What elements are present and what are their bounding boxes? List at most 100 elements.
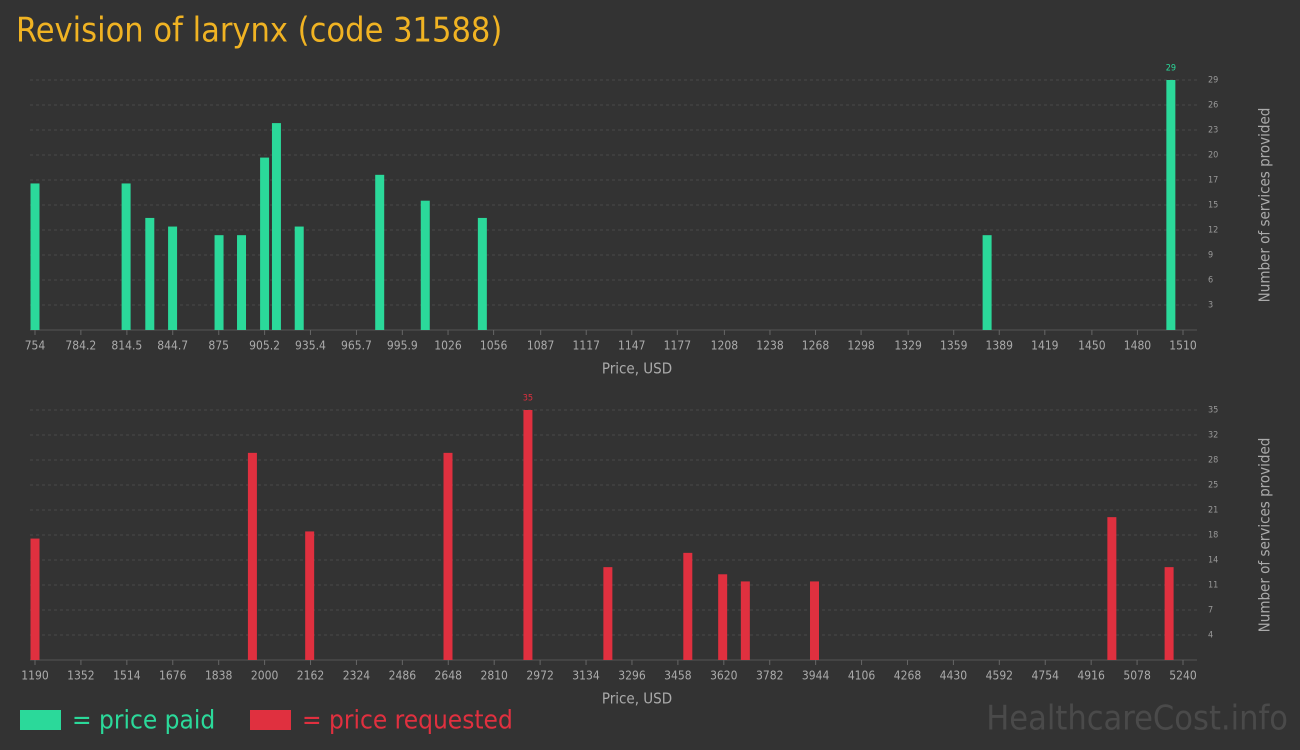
y-tick-label: 18 (1208, 531, 1218, 541)
value-label: 29 (1166, 64, 1176, 74)
bar (260, 157, 270, 330)
x-tick-label: 1480 (1124, 339, 1152, 353)
x-tick-label: 4430 (940, 669, 968, 683)
x-tick-label: 1510 (1169, 339, 1197, 353)
x-tick-label: 2162 (297, 669, 324, 683)
bar (982, 235, 992, 330)
x-tick-label: 2324 (343, 669, 371, 683)
bar (30, 538, 40, 660)
x-tick-label: 5078 (1123, 669, 1151, 683)
bar (271, 123, 281, 330)
x-tick-label: 1147 (618, 339, 645, 353)
x-tick-label: 1352 (67, 669, 94, 683)
x-tick-label: 1268 (802, 339, 830, 353)
x-tick-label: 814.5 (111, 339, 142, 353)
x-tick-label: 2486 (389, 669, 417, 683)
x-tick-label: 1056 (480, 339, 508, 353)
x-tick-label: 935.4 (295, 339, 326, 353)
y-tick-label: 20 (1208, 151, 1218, 161)
bar (247, 452, 257, 660)
x-tick-label: 1419 (1031, 339, 1059, 353)
bar (683, 552, 693, 660)
bar (443, 452, 453, 660)
watermark: HealthcareCost.info (986, 699, 1288, 739)
x-tick-label: 1329 (894, 339, 922, 353)
bar (420, 200, 430, 330)
bar (810, 581, 820, 660)
x-tick-label: 4592 (986, 669, 1013, 683)
y-tick-label: 32 (1208, 431, 1218, 441)
x-tick-label: 875 (208, 339, 229, 353)
x-tick-label: 1389 (986, 339, 1014, 353)
bar (375, 174, 385, 330)
bar (523, 410, 533, 660)
y-tick-label: 17 (1208, 176, 1218, 186)
bar (740, 581, 750, 660)
y-tick-label: 3 (1208, 301, 1213, 311)
bar (477, 217, 487, 330)
y-tick-label: 6 (1208, 276, 1213, 286)
x-tick-label: 1177 (664, 339, 691, 353)
x-tick-label: 1514 (113, 669, 141, 683)
y-tick-label: 12 (1208, 226, 1218, 236)
chart-title: Revision of larynx (code 31588) (16, 11, 502, 51)
bar (294, 226, 304, 330)
bar (121, 183, 131, 330)
bar (214, 235, 224, 330)
x-axis-label: Price, USD (602, 690, 672, 708)
x-tick-label: 965.7 (341, 339, 372, 353)
y-tick-label: 28 (1208, 456, 1218, 466)
x-tick-label: 4754 (1032, 669, 1060, 683)
x-tick-label: 1087 (527, 339, 554, 353)
x-tick-label: 3134 (572, 669, 600, 683)
y-tick-label: 9 (1208, 251, 1213, 261)
y-tick-label: 15 (1208, 201, 1218, 211)
y-tick-label: 26 (1208, 101, 1218, 111)
x-tick-label: 1117 (572, 339, 599, 353)
x-tick-label: 4106 (848, 669, 876, 683)
y-tick-label: 4 (1208, 631, 1213, 641)
x-tick-label: 1676 (159, 669, 187, 683)
x-tick-label: 1450 (1078, 339, 1106, 353)
value-label: 35 (523, 394, 533, 404)
x-tick-label: 1238 (756, 339, 784, 353)
y-tick-label: 35 (1208, 406, 1218, 416)
y-tick-label: 25 (1208, 481, 1218, 491)
y-tick-label: 7 (1208, 606, 1213, 616)
x-tick-label: 995.9 (387, 339, 418, 353)
x-tick-label: 1208 (711, 339, 739, 353)
bar (1166, 80, 1176, 330)
x-tick-label: 4916 (1077, 669, 1105, 683)
legend-swatch (250, 710, 291, 730)
x-tick-label: 3620 (710, 669, 738, 683)
x-tick-label: 1838 (205, 669, 233, 683)
y-axis-label: Number of services provided (1256, 108, 1274, 303)
bar (168, 226, 178, 330)
y-tick-label: 14 (1208, 556, 1218, 566)
legend-label: = price requested (302, 706, 513, 736)
x-tick-label: 844.7 (157, 339, 188, 353)
x-tick-label: 754 (25, 339, 46, 353)
x-tick-label: 1190 (21, 669, 49, 683)
x-tick-label: 2972 (526, 669, 553, 683)
legend-swatch (20, 710, 61, 730)
x-tick-label: 905.2 (249, 339, 280, 353)
x-tick-label: 5240 (1169, 669, 1197, 683)
bar (718, 574, 728, 660)
x-tick-label: 2648 (435, 669, 463, 683)
bar (30, 183, 40, 330)
y-axis-label: Number of services provided (1256, 438, 1274, 633)
x-tick-label: 3296 (618, 669, 646, 683)
y-tick-label: 23 (1208, 126, 1218, 136)
bar (145, 217, 155, 330)
x-tick-label: 2000 (251, 669, 279, 683)
bar (305, 531, 315, 660)
bar (1107, 517, 1117, 660)
x-tick-label: 1298 (847, 339, 875, 353)
x-tick-label: 4268 (894, 669, 922, 683)
x-axis-label: Price, USD (602, 360, 672, 378)
x-tick-label: 1026 (434, 339, 462, 353)
y-tick-label: 11 (1208, 581, 1218, 591)
x-tick-label: 784.2 (65, 339, 96, 353)
